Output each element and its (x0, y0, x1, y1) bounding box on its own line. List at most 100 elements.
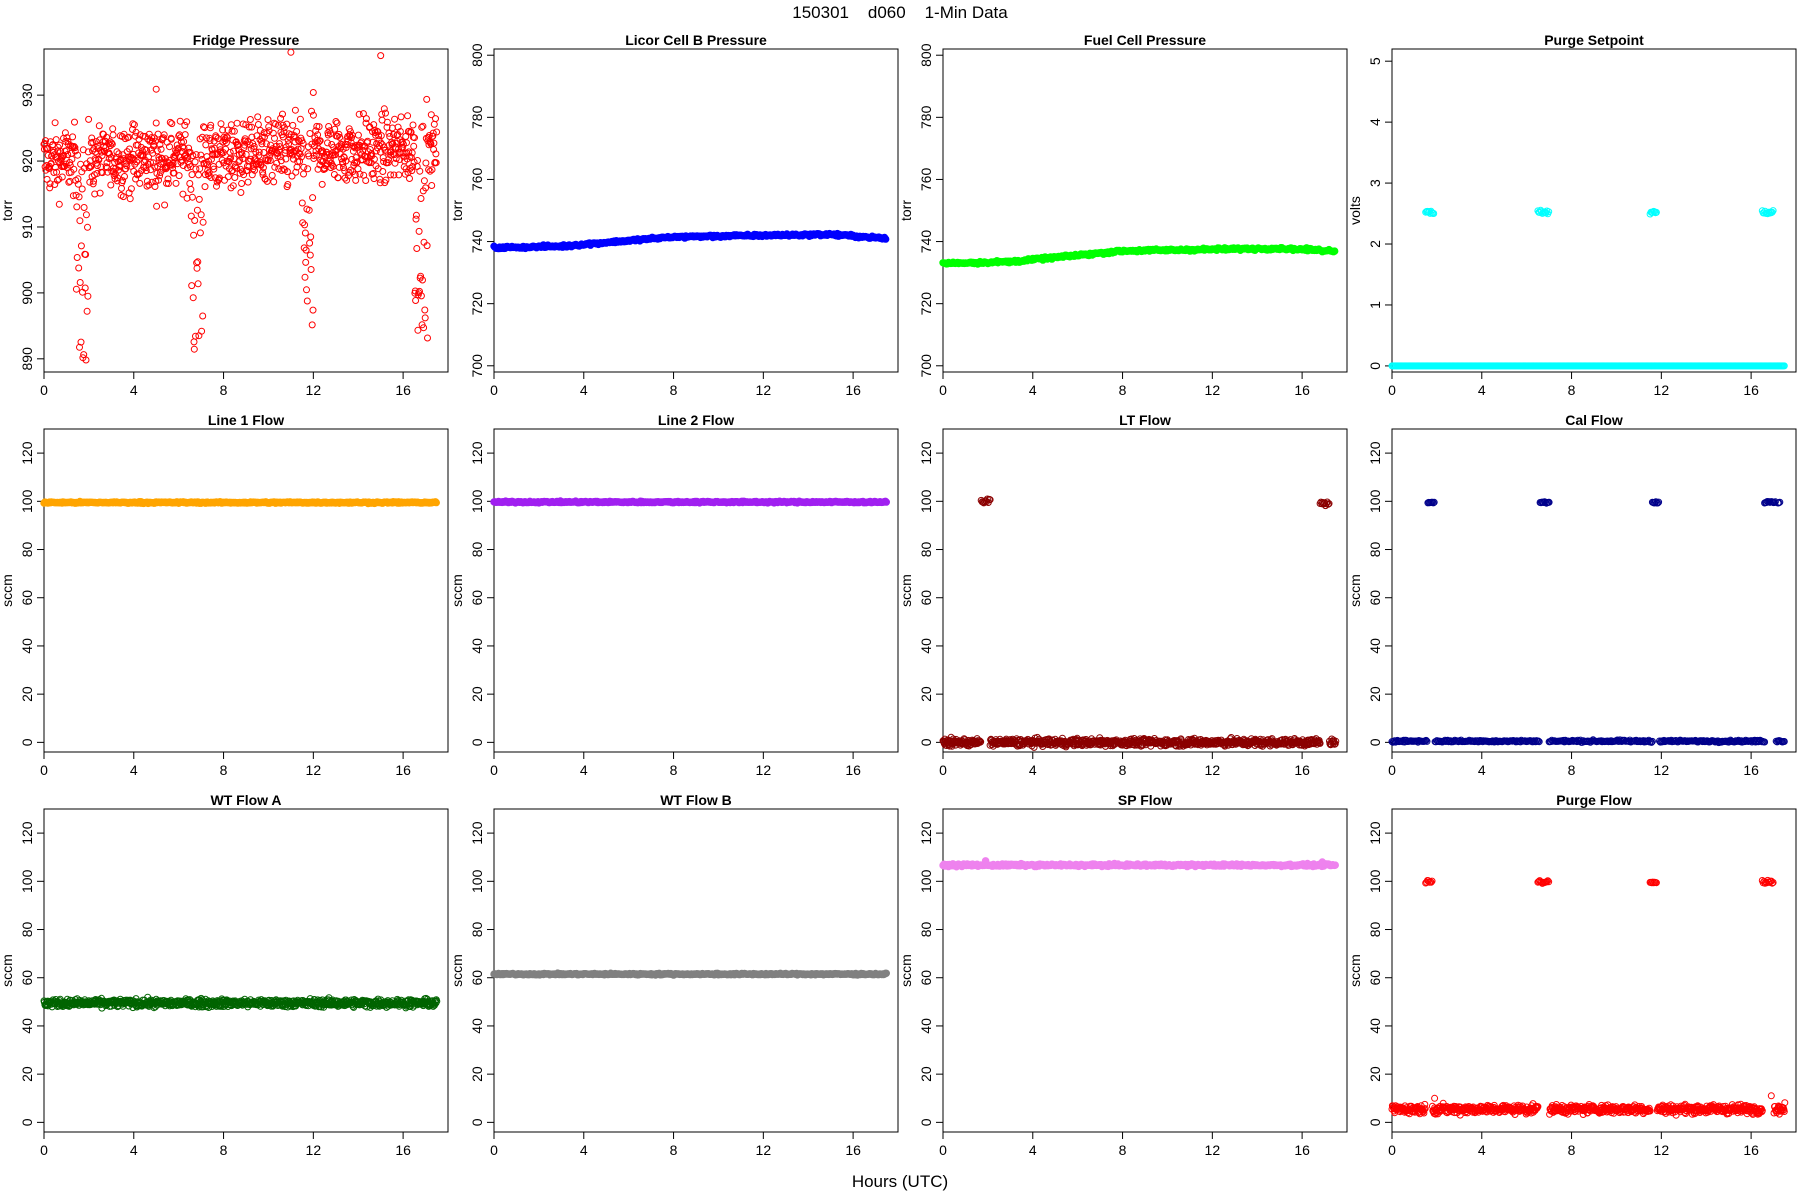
data-point (180, 138, 188, 146)
data-point (174, 160, 181, 168)
y-tick-label: 60 (19, 590, 35, 606)
x-tick-label: 0 (40, 1142, 48, 1158)
data-point (227, 154, 235, 162)
data-point (185, 144, 193, 152)
data-point (109, 131, 117, 139)
data-point (882, 498, 890, 506)
data-point (153, 202, 161, 210)
data-point (49, 141, 57, 149)
data-point (142, 167, 150, 175)
plot-frame (493, 48, 899, 373)
data-point (72, 285, 80, 293)
data-point (326, 127, 334, 135)
data-point (171, 154, 179, 162)
data-point (91, 155, 99, 163)
data-point (414, 326, 422, 334)
data-point (260, 149, 268, 156)
data-point (123, 162, 131, 170)
data-point (410, 142, 418, 150)
data-point (417, 195, 425, 202)
data-point (237, 189, 245, 196)
data-point (193, 206, 201, 214)
y-axis-label: sccm (449, 574, 465, 607)
data-point (208, 155, 215, 163)
data-point (430, 139, 438, 147)
data-points (1388, 206, 1788, 370)
data-point (53, 168, 61, 176)
y-tick-label: 5 (1367, 57, 1383, 65)
data-point (311, 138, 319, 146)
y-tick-label: 740 (918, 230, 934, 254)
data-point (82, 356, 90, 364)
data-point (369, 138, 377, 146)
x-tick-label: 0 (490, 762, 498, 778)
data-point (428, 182, 436, 189)
y-tick-label: 910 (19, 215, 35, 239)
data-point (199, 218, 207, 226)
data-point (256, 126, 264, 134)
data-point (213, 182, 220, 190)
data-point (242, 151, 250, 158)
data-point (298, 199, 306, 207)
data-point (116, 162, 123, 170)
data-point (190, 338, 198, 346)
data-point (69, 133, 77, 141)
data-point (309, 306, 317, 314)
plot-frame (1391, 428, 1797, 753)
panel-title: LT Flow (1119, 412, 1171, 428)
data-point (70, 143, 78, 150)
data-point (349, 147, 357, 155)
y-axis-label: volts (1347, 196, 1363, 225)
x-tick-label: 12 (756, 382, 772, 398)
data-point (198, 133, 206, 141)
data-point (77, 338, 85, 346)
data-point (327, 130, 334, 138)
data-point (54, 147, 62, 155)
data-point (153, 147, 161, 155)
data-point (109, 125, 117, 133)
data-point (266, 157, 274, 164)
data-point (882, 235, 890, 243)
data-point (301, 229, 309, 237)
y-tick-label: 100 (1367, 489, 1383, 513)
data-point (383, 118, 391, 126)
x-tick-label: 12 (1205, 762, 1221, 778)
data-point (316, 137, 324, 145)
data-point (151, 183, 159, 190)
panel-title: WT Flow A (210, 792, 281, 808)
data-point (192, 332, 199, 340)
data-point (230, 147, 238, 155)
data-point (282, 155, 290, 163)
y-tick-label: 80 (1367, 542, 1383, 558)
data-point (187, 185, 195, 193)
data-point (243, 167, 251, 175)
data-point (377, 132, 385, 140)
data-point (355, 110, 363, 118)
data-point (197, 211, 205, 219)
data-point (332, 151, 339, 159)
data-point (270, 178, 278, 186)
data-point (156, 141, 164, 148)
data-point (76, 279, 84, 286)
data-point (277, 114, 285, 122)
y-tick-label: 2 (1367, 240, 1383, 248)
data-point (372, 147, 380, 155)
data-point (76, 217, 84, 225)
data-point (340, 154, 348, 162)
data-point (114, 166, 122, 174)
data-point (188, 282, 196, 290)
data-point (423, 242, 431, 250)
data-point (284, 136, 292, 144)
data-point (221, 176, 228, 184)
data-point (191, 158, 199, 166)
data-point (161, 201, 169, 209)
y-axis-label: sccm (0, 954, 15, 987)
data-point (379, 168, 387, 175)
data-point (229, 182, 237, 190)
data-point (130, 121, 138, 129)
data-point (334, 174, 342, 182)
data-point (314, 131, 322, 139)
data-point (231, 174, 239, 181)
panel-title: Fridge Pressure (193, 32, 300, 48)
data-point (425, 166, 433, 174)
